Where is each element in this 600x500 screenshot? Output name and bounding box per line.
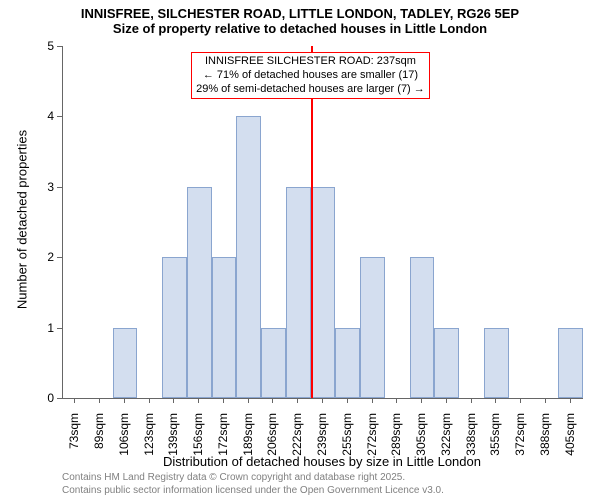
- x-tick-label: 305sqm: [414, 413, 428, 463]
- y-tick-label: 4: [34, 109, 54, 123]
- x-tick-mark: [545, 398, 546, 403]
- chart-title-line2: Size of property relative to detached ho…: [0, 21, 600, 36]
- histogram-bar: [335, 328, 360, 398]
- annotation-box: INNISFREE SILCHESTER ROAD: 237sqm← 71% o…: [191, 52, 430, 99]
- y-tick-label: 5: [34, 39, 54, 53]
- x-tick-label: 388sqm: [538, 413, 552, 463]
- x-tick-mark: [223, 398, 224, 403]
- histogram-bar: [187, 187, 212, 398]
- x-tick-label: 123sqm: [142, 413, 156, 463]
- footer-line2: Contains public sector information licen…: [62, 485, 444, 498]
- x-tick-label: 73sqm: [67, 413, 81, 463]
- histogram-bar: [212, 257, 237, 398]
- x-tick-label: 172sqm: [216, 413, 230, 463]
- x-tick-mark: [149, 398, 150, 403]
- y-tick-mark: [57, 398, 62, 399]
- y-tick-mark: [57, 46, 62, 47]
- y-tick-mark: [57, 257, 62, 258]
- x-tick-mark: [124, 398, 125, 403]
- x-tick-label: 338sqm: [464, 413, 478, 463]
- x-tick-mark: [248, 398, 249, 403]
- footer-line1: Contains HM Land Registry data © Crown c…: [62, 472, 444, 485]
- x-tick-label: 222sqm: [290, 413, 304, 463]
- y-tick-mark: [57, 116, 62, 117]
- x-tick-label: 289sqm: [389, 413, 403, 463]
- x-tick-label: 89sqm: [92, 413, 106, 463]
- histogram-bar: [236, 116, 261, 398]
- histogram-bar: [311, 187, 336, 398]
- x-tick-label: 272sqm: [365, 413, 379, 463]
- x-tick-label: 156sqm: [191, 413, 205, 463]
- x-tick-mark: [396, 398, 397, 403]
- x-tick-mark: [173, 398, 174, 403]
- y-tick-label: 3: [34, 180, 54, 194]
- x-tick-mark: [421, 398, 422, 403]
- y-tick-label: 0: [34, 391, 54, 405]
- annotation-line: ← 71% of detached houses are smaller (17…: [196, 69, 425, 83]
- y-axis-label: Number of detached properties: [15, 44, 30, 396]
- x-tick-mark: [446, 398, 447, 403]
- x-tick-mark: [322, 398, 323, 403]
- x-tick-label: 405sqm: [563, 413, 577, 463]
- x-tick-mark: [74, 398, 75, 403]
- plot-area: INNISFREE SILCHESTER ROAD: 237sqm← 71% o…: [62, 46, 583, 399]
- annotation-line: INNISFREE SILCHESTER ROAD: 237sqm: [196, 55, 425, 69]
- x-tick-mark: [520, 398, 521, 403]
- x-tick-mark: [297, 398, 298, 403]
- x-tick-mark: [99, 398, 100, 403]
- histogram-bar: [434, 328, 459, 398]
- y-tick-mark: [57, 187, 62, 188]
- x-tick-label: 322sqm: [439, 413, 453, 463]
- annotation-line: 29% of semi-detached houses are larger (…: [196, 83, 425, 97]
- y-tick-mark: [57, 328, 62, 329]
- x-tick-label: 255sqm: [340, 413, 354, 463]
- histogram-bar: [286, 187, 311, 398]
- x-tick-label: 106sqm: [117, 413, 131, 463]
- histogram-bar: [162, 257, 187, 398]
- x-tick-label: 355sqm: [488, 413, 502, 463]
- x-tick-label: 372sqm: [513, 413, 527, 463]
- chart-title-line1: INNISFREE, SILCHESTER ROAD, LITTLE LONDO…: [0, 0, 600, 21]
- x-tick-mark: [372, 398, 373, 403]
- x-tick-mark: [471, 398, 472, 403]
- x-tick-mark: [495, 398, 496, 403]
- histogram-bar: [484, 328, 509, 398]
- y-tick-label: 2: [34, 250, 54, 264]
- x-tick-label: 139sqm: [166, 413, 180, 463]
- histogram-bar: [410, 257, 435, 398]
- histogram-bar: [261, 328, 286, 398]
- x-tick-mark: [347, 398, 348, 403]
- chart-footer: Contains HM Land Registry data © Crown c…: [62, 472, 444, 497]
- x-tick-mark: [570, 398, 571, 403]
- x-tick-mark: [272, 398, 273, 403]
- histogram-bar: [113, 328, 138, 398]
- histogram-bar: [558, 328, 583, 398]
- y-tick-label: 1: [34, 321, 54, 335]
- chart-container: INNISFREE, SILCHESTER ROAD, LITTLE LONDO…: [0, 0, 600, 500]
- x-tick-label: 206sqm: [265, 413, 279, 463]
- x-tick-label: 239sqm: [315, 413, 329, 463]
- histogram-bar: [360, 257, 385, 398]
- x-tick-mark: [198, 398, 199, 403]
- x-tick-label: 189sqm: [241, 413, 255, 463]
